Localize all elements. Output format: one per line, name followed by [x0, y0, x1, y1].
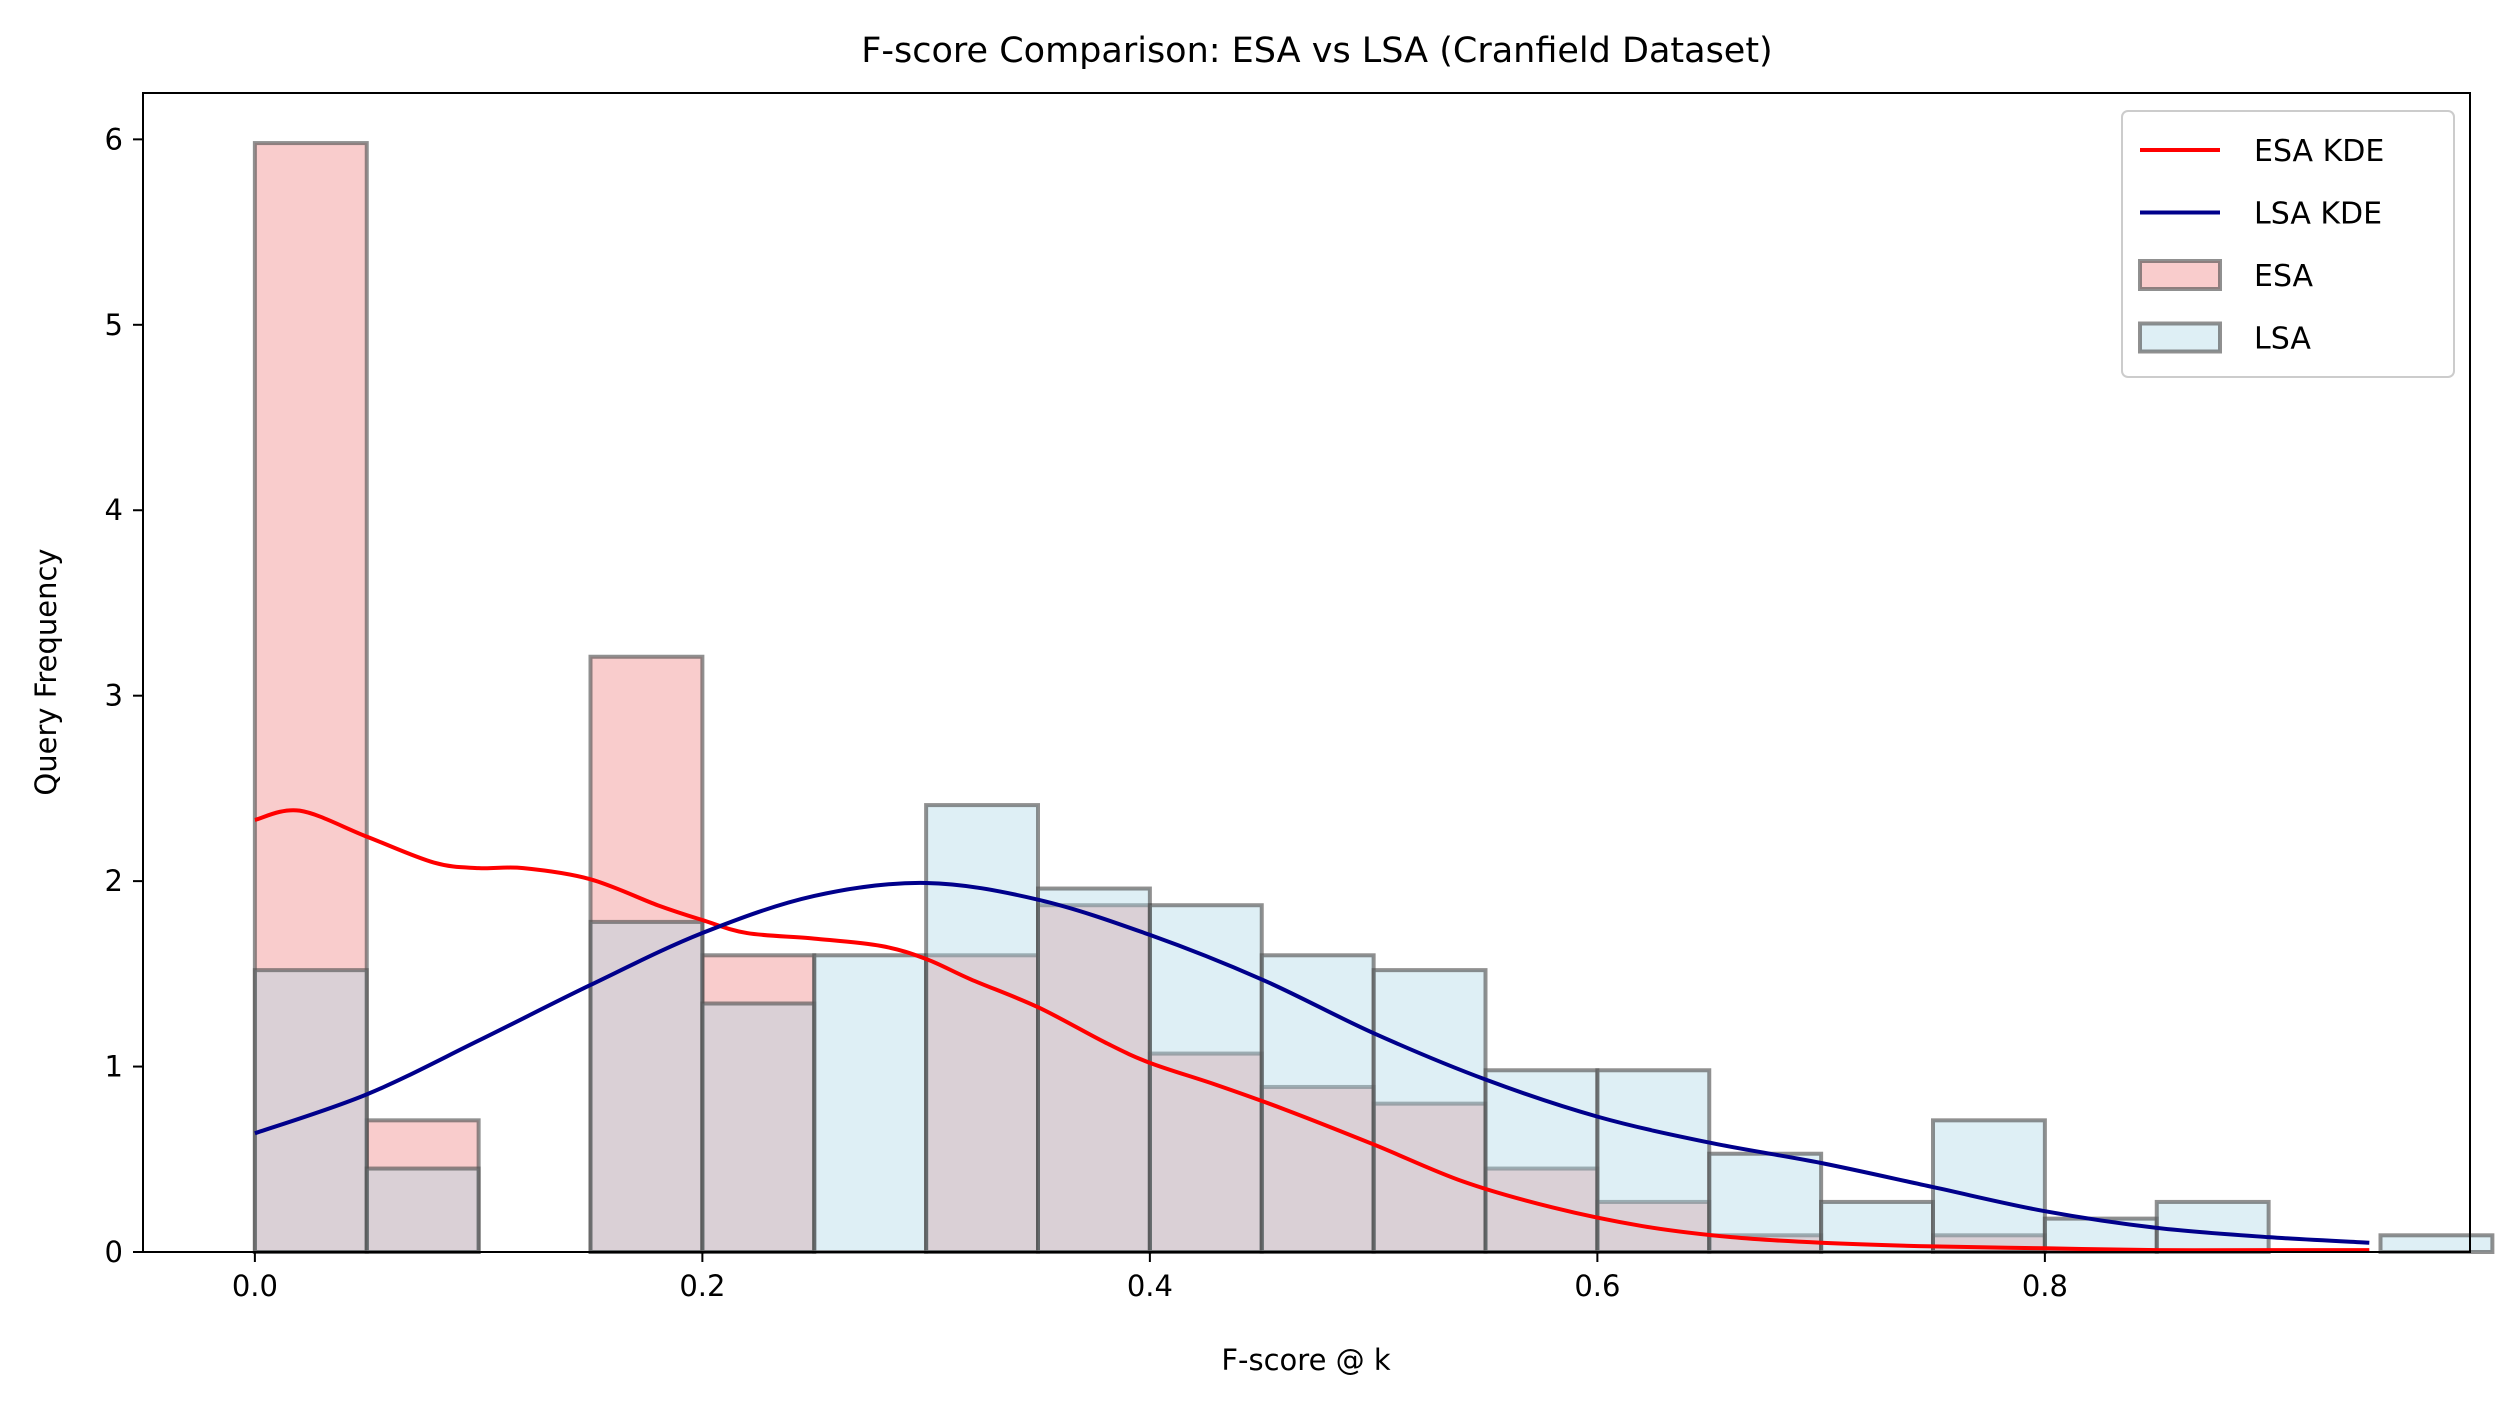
- lsa-bar: [1371, 968, 1488, 1255]
- y-tick-label: 0: [105, 1235, 123, 1269]
- legend-label-esa-kde: ESA KDE: [2254, 134, 2384, 169]
- legend-label-lsa: LSA: [2254, 322, 2311, 357]
- legend-swatch-esa: [2138, 259, 2222, 291]
- y-tick-label: 6: [105, 122, 123, 156]
- esa-bar: [588, 654, 705, 1254]
- y-tick-label: 3: [105, 679, 123, 713]
- esa-bar: [364, 1118, 481, 1255]
- y-tick-label: 2: [105, 864, 123, 898]
- y-tick-label: 5: [105, 308, 123, 342]
- legend: ESA KDE LSA KDE ESA LSA: [2121, 110, 2455, 378]
- x-axis-label: F-score @ k: [1221, 1343, 1391, 1377]
- lsa-bar: [1147, 903, 1264, 1254]
- esa-kde-line: [254, 808, 2370, 1253]
- lsa-bar: [1036, 886, 1152, 1254]
- lsa-bar: [2154, 1199, 2271, 1254]
- lsa-kde-line: [254, 880, 2370, 1245]
- lsa-bars: [252, 803, 2495, 1255]
- lsa-bar: [700, 1001, 817, 1254]
- legend-box: [2121, 110, 2455, 378]
- kde-lines: [254, 808, 2370, 1253]
- chart-title: F-score Comparison: ESA vs LSA (Cranfiel…: [861, 31, 1772, 71]
- lsa-bar: [1931, 1118, 2047, 1255]
- x-tick-label: 0.6: [1574, 1269, 1620, 1303]
- x-tick-label: 0.4: [1127, 1269, 1173, 1303]
- esa-bars: [252, 141, 2047, 1255]
- plot-frame: [142, 92, 2471, 1253]
- legend-swatch-lsa: [2138, 321, 2222, 354]
- y-tick-label: 1: [105, 1050, 123, 1084]
- y-tick-label: 4: [105, 493, 123, 527]
- x-tick-label: 0.2: [679, 1269, 725, 1303]
- x-axis: 0.0 0.2 0.4 0.6 0.8: [232, 1252, 2068, 1303]
- esa-bar: [252, 141, 369, 1254]
- y-axis-label: Query Frequency: [29, 548, 63, 795]
- legend-label-lsa-kde: LSA KDE: [2254, 197, 2382, 232]
- y-axis: 0 1 2 3 4 5 6: [105, 122, 143, 1269]
- lsa-bar: [812, 953, 929, 1255]
- lsa-bar: [252, 968, 369, 1255]
- lsa-bar: [924, 803, 1040, 1254]
- x-tick-label: 0.0: [232, 1269, 278, 1303]
- lsa-bar: [364, 1166, 481, 1254]
- lsa-bar: [588, 919, 705, 1254]
- legend-label-esa: ESA: [2254, 259, 2314, 294]
- x-tick-label: 0.8: [2022, 1269, 2068, 1303]
- lsa-bar: [1259, 953, 1376, 1255]
- lsa-bar: [1595, 1068, 1712, 1254]
- lsa-bar: [2378, 1233, 2495, 1255]
